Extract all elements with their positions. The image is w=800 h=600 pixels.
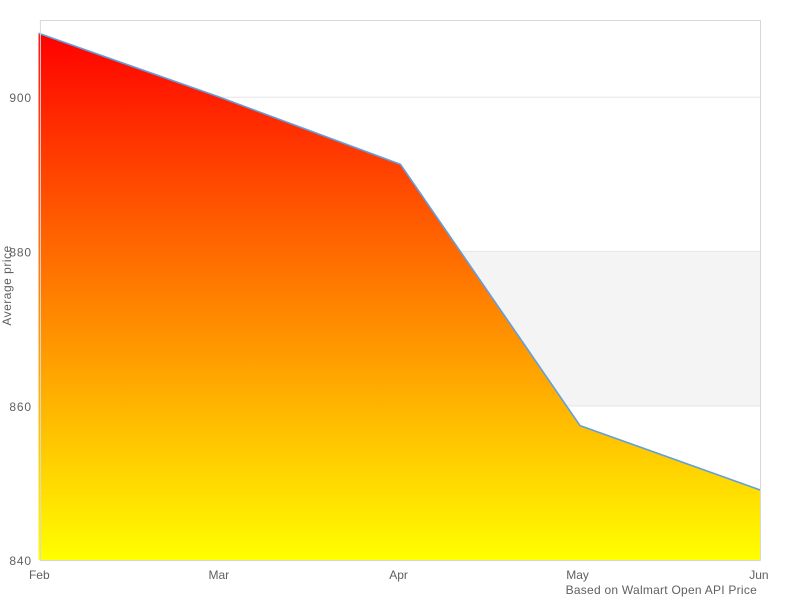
svg-text:Average price: Average price: [0, 245, 14, 325]
svg-text:Apr: Apr: [389, 568, 408, 582]
svg-text:900: 900: [9, 91, 31, 105]
svg-text:Jun: Jun: [749, 568, 768, 582]
svg-text:Mar: Mar: [208, 568, 229, 582]
svg-text:Feb: Feb: [29, 568, 50, 582]
svg-text:840: 840: [9, 554, 31, 568]
svg-text:880: 880: [9, 245, 31, 259]
svg-text:May: May: [566, 568, 589, 582]
svg-text:Based on Walmart Open API Pric: Based on Walmart Open API Price: [566, 583, 757, 597]
svg-text:860: 860: [9, 400, 31, 414]
